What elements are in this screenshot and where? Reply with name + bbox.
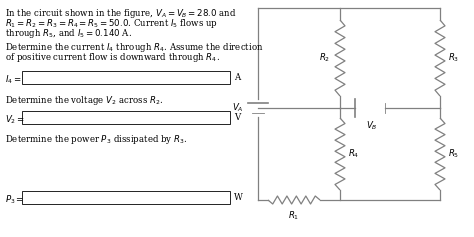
FancyBboxPatch shape bbox=[22, 191, 230, 204]
Text: $V_B$: $V_B$ bbox=[366, 120, 378, 132]
Text: Determine the power $P_3$ dissipated by $R_3$.: Determine the power $P_3$ dissipated by … bbox=[5, 133, 188, 146]
Text: $R_1 = R_2 = R_3 = R_4 = R_5 = 50.0$. Current $I_5$ flows up: $R_1 = R_2 = R_3 = R_4 = R_5 = 50.0$. Cu… bbox=[5, 17, 218, 30]
FancyBboxPatch shape bbox=[22, 111, 230, 124]
Text: $R_2$: $R_2$ bbox=[319, 52, 330, 64]
Text: $R_5$: $R_5$ bbox=[448, 148, 459, 160]
Text: $V_A$: $V_A$ bbox=[232, 102, 244, 114]
Text: A: A bbox=[234, 73, 240, 82]
Text: $R_1$: $R_1$ bbox=[288, 210, 300, 223]
Text: $V_2 =$: $V_2 =$ bbox=[5, 113, 25, 126]
Text: Determine the current $I_4$ through $R_4$. Assume the direction: Determine the current $I_4$ through $R_4… bbox=[5, 41, 264, 54]
Text: $R_3$: $R_3$ bbox=[448, 52, 459, 64]
Text: of positive current flow is downward through $R_4$.: of positive current flow is downward thr… bbox=[5, 51, 220, 64]
Text: In the circuit shown in the figure, $V_A = V_B = 28.0$ and: In the circuit shown in the figure, $V_A… bbox=[5, 7, 237, 20]
Text: $I_4 =$: $I_4 =$ bbox=[5, 73, 22, 86]
Text: V: V bbox=[234, 113, 240, 122]
Text: Determine the voltage $V_2$ across $R_2$.: Determine the voltage $V_2$ across $R_2$… bbox=[5, 94, 164, 107]
FancyBboxPatch shape bbox=[22, 71, 230, 84]
Text: $R_4$: $R_4$ bbox=[348, 148, 359, 160]
Text: $P_3 =$: $P_3 =$ bbox=[5, 193, 24, 205]
Text: through $R_5$, and $I_5 = 0.140$ A.: through $R_5$, and $I_5 = 0.140$ A. bbox=[5, 27, 132, 40]
Text: W: W bbox=[234, 193, 243, 202]
